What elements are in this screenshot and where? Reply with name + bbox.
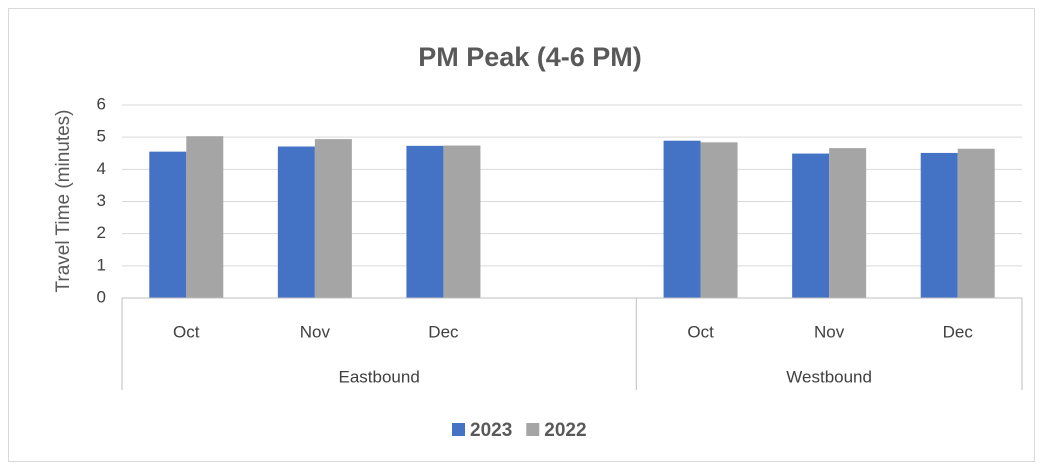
x-tick-label: Dec xyxy=(428,322,459,341)
bar xyxy=(149,151,187,298)
y-tick-label: 0 xyxy=(97,287,106,306)
bar xyxy=(663,140,701,298)
bar xyxy=(314,139,352,298)
x-tick-label: Nov xyxy=(300,322,331,341)
x-tick-label: Oct xyxy=(687,322,714,341)
y-tick-label: 6 xyxy=(97,94,106,113)
x-tick-label: Dec xyxy=(943,322,974,341)
bar xyxy=(920,152,958,298)
legend-swatch xyxy=(526,423,540,436)
legend-label: 2023 xyxy=(470,420,512,441)
group-label: Eastbound xyxy=(338,367,419,386)
bar xyxy=(957,148,995,298)
legend-swatch xyxy=(452,423,465,436)
bar xyxy=(700,142,738,298)
legend-label: 2022 xyxy=(544,420,586,441)
bar xyxy=(792,153,830,298)
bar xyxy=(406,145,444,298)
y-tick-label: 1 xyxy=(97,255,106,274)
bar xyxy=(829,148,867,298)
chart-title: PM Peak (4-6 PM) xyxy=(418,42,642,72)
y-tick-label: 2 xyxy=(97,223,106,242)
bar xyxy=(186,136,224,298)
y-tick-label: 4 xyxy=(97,159,106,178)
y-tick-label: 5 xyxy=(97,127,106,146)
y-tick-label: 3 xyxy=(97,191,106,210)
y-axis-label: Travel Time (minutes) xyxy=(53,110,74,293)
group-label: Westbound xyxy=(786,367,872,386)
x-tick-label: Nov xyxy=(814,322,845,341)
bar xyxy=(277,146,315,298)
x-tick-label: Oct xyxy=(173,322,200,341)
bar xyxy=(443,145,481,298)
